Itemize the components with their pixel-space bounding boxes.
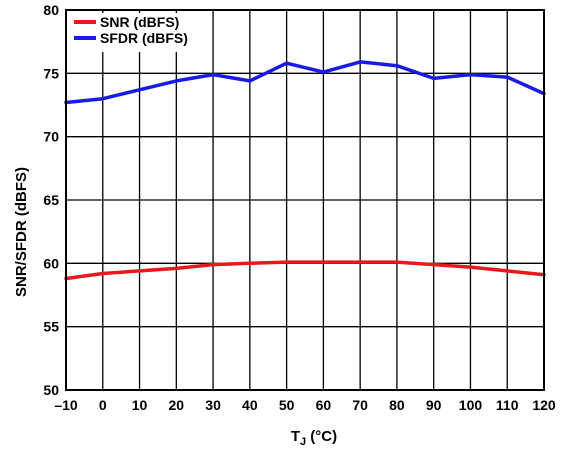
x-axis-title-subscript: J: [300, 436, 306, 448]
y-tick-label: 60: [43, 255, 59, 271]
x-tick-label: 0: [99, 397, 107, 413]
y-tick-label: 70: [43, 129, 59, 145]
x-tick-label: 110: [496, 397, 519, 413]
x-tick-label: 70: [352, 397, 368, 413]
x-tick-label: 100: [459, 397, 483, 413]
x-tick-label: –10: [54, 397, 78, 413]
x-tick-label: 20: [169, 397, 185, 413]
plot-frame: [65, 9, 545, 391]
y-tick-label: 75: [43, 65, 59, 81]
y-tick-label: 50: [43, 382, 59, 398]
sfdr-series-line: [64, 60, 546, 105]
y-tick-label: 55: [43, 319, 59, 335]
y-tick-label: 65: [43, 192, 59, 208]
x-tick-label: 40: [242, 397, 258, 413]
legend: SNR (dBFS)SFDR (dBFS): [69, 13, 195, 52]
x-axis-title-unit: (°C): [306, 428, 337, 445]
x-axis-title-main: T: [291, 428, 300, 445]
series-lines: [64, 60, 546, 281]
y-tick-label: 80: [43, 2, 59, 18]
x-tick-label: 80: [389, 397, 405, 413]
x-axis-title: TJ (°C): [291, 428, 337, 448]
x-tick-labels: –10 0 10 20 30 40 50 60 70 80 90 100 110 120: [54, 397, 556, 413]
legend-label-sfdr: SFDR (dBFS): [100, 30, 188, 46]
y-axis-title: SNR/SFDR (dBFS): [13, 167, 30, 297]
x-tick-label: 120: [532, 397, 556, 413]
legend-label-snr: SNR (dBFS): [100, 14, 179, 30]
x-tick-label: 90: [426, 397, 442, 413]
snr-series-line: [64, 260, 546, 281]
x-tick-label: 30: [205, 397, 221, 413]
x-tick-label: 60: [316, 397, 332, 413]
legend-background: [69, 13, 195, 52]
x-tick-label: 10: [132, 397, 148, 413]
x-tick-label: 50: [279, 397, 295, 413]
y-tick-labels: 50 55 60 65 70 75 80: [43, 2, 59, 398]
